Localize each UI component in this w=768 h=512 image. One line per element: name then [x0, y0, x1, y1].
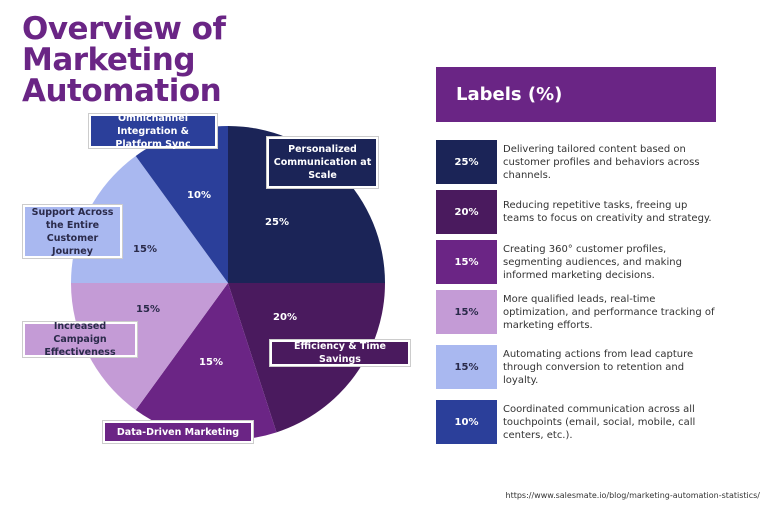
legend-description: More qualified leads, real-time optimiza… — [503, 293, 715, 331]
slice-label: 20% — [273, 312, 297, 323]
legend-value: 15% — [436, 290, 497, 334]
category-label: Increased Campaign Effectiveness — [23, 321, 137, 358]
legend-description: Reducing repetitive tasks, freeing up te… — [503, 200, 712, 224]
legend-title: Labels (%) — [436, 67, 716, 122]
category-label: Omnichannel Integration & Platform Sync — [89, 113, 217, 150]
slice-label: 15% — [133, 244, 157, 255]
legend-value: 15% — [436, 240, 497, 284]
slice-label: 15% — [199, 357, 223, 368]
pie-slice — [135, 283, 277, 441]
legend-value: 10% — [436, 400, 497, 444]
slice-label: 15% — [136, 304, 160, 315]
chart-title: Overview of Marketing Automation — [22, 11, 226, 109]
legend-value: 15% — [436, 345, 497, 389]
legend-value: 20% — [436, 190, 497, 234]
pie-slice — [71, 283, 228, 411]
category-label: Data-Driven Marketing — [103, 421, 253, 443]
legend-description: Automating actions from lead capture thr… — [503, 348, 694, 386]
legend-description: Coordinated communication across all tou… — [503, 403, 696, 441]
legend-description: Creating 360° customer profiles, segment… — [503, 243, 682, 281]
legend-value: 25% — [436, 140, 497, 184]
category-label: Personalized Communication at Scale — [267, 137, 378, 188]
category-label: Efficiency & Time Savings — [270, 340, 410, 366]
category-label: Support Across the Entire Customer Journ… — [23, 205, 122, 258]
slice-label: 25% — [265, 217, 289, 228]
legend-description: Delivering tailored content based on cus… — [503, 143, 700, 181]
slice-label: 10% — [187, 190, 211, 201]
pie-slice — [135, 126, 228, 283]
source: https://www.salesmate.io/blog/marketing-… — [505, 491, 761, 500]
